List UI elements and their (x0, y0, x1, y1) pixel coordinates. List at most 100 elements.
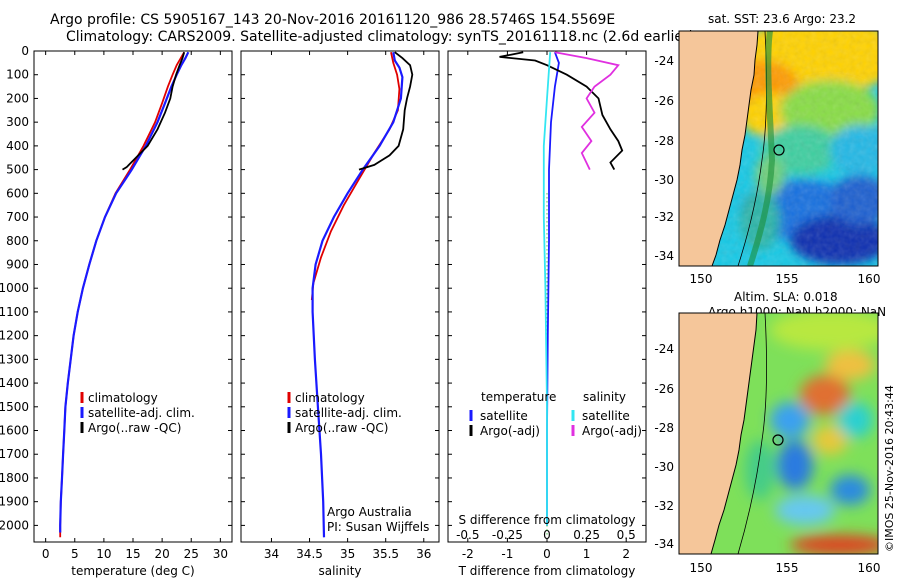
depth-tick-label: 600 (6, 186, 29, 200)
sla-xtick: 155 (776, 561, 799, 575)
depth-tick-label: 900 (6, 257, 29, 271)
salinity-xtick-label: 36 (416, 547, 431, 561)
coastline-land (679, 31, 758, 266)
depth-tick-label: 1900 (0, 495, 29, 509)
t-difference-axis-label: T difference from climatology (458, 564, 636, 578)
salinity-panel (240, 50, 440, 543)
sst-ytick: -28 (654, 134, 674, 148)
temperature-xtick-label: 10 (96, 547, 111, 561)
sst-ytick: -30 (654, 173, 674, 187)
depth-tick-label: 1600 (0, 424, 29, 438)
sla-ytick: -28 (654, 421, 674, 435)
salinity-legend-label: climatology (295, 391, 365, 405)
salinity-xtick-label: 35.5 (372, 547, 399, 561)
difference-legend-title: temperature (481, 390, 556, 404)
depth-tick-label: 200 (6, 91, 29, 105)
depth-tick-label: 1700 (0, 447, 29, 461)
sla-xtick: 160 (858, 561, 881, 575)
difference-xtick-label: 1 (583, 547, 591, 561)
difference-series-line (554, 51, 620, 170)
sla-ytick: -24 (654, 342, 674, 356)
temperature-legend-label: satellite-adj. clim. (88, 406, 195, 420)
depth-tick-label: 1800 (0, 471, 29, 485)
sst-argo-location-marker (773, 144, 785, 156)
difference-series-line (542, 52, 552, 526)
depth-tick-label: 300 (6, 115, 29, 129)
depth-tick-label: 1200 (0, 329, 29, 343)
difference-series-line (499, 51, 624, 171)
s-difference-tick-label: 0.25 (573, 528, 600, 542)
difference-legend-label: Argo(-adj) (582, 424, 642, 438)
temperature-panel (33, 50, 233, 543)
depth-tick-label: 1100 (0, 305, 29, 319)
salinity-series-line (311, 52, 404, 538)
sla-ytick: -30 (654, 460, 674, 474)
salinity-xtick-label: 34.5 (296, 547, 323, 561)
sst-ytick: -34 (654, 249, 674, 263)
difference-xtick-label: 0 (543, 547, 551, 561)
s-difference-tick-label: -0.25 (492, 528, 523, 542)
difference-legend-label: satellite (582, 409, 630, 423)
depth-tick-label: 0 (21, 44, 29, 58)
temperature-axis-label: temperature (deg C) (71, 564, 194, 578)
temperature-xtick-label: 30 (213, 547, 228, 561)
temperature-xtick-label: 15 (125, 547, 140, 561)
salinity-legend-label: Argo(..raw -QC) (295, 421, 388, 435)
salinity-axis-label: salinity (318, 564, 361, 578)
salinity-legend-label: satellite-adj. clim. (295, 406, 402, 420)
s-difference-tick-label: 0.5 (617, 528, 636, 542)
depth-tick-label: 1300 (0, 352, 29, 366)
temperature-series-line (122, 51, 186, 171)
s-difference-tick-label: -0.5 (456, 528, 479, 542)
depth-tick-label: 2000 (0, 518, 29, 532)
salinity-series-line (358, 51, 414, 171)
sla-argo-location-marker (772, 434, 784, 446)
sst-map-title: sat. SST: 23.6 Argo: 23.2 (708, 12, 857, 26)
depth-tick-label: 500 (6, 163, 29, 177)
sst-ytick: -26 (654, 94, 674, 108)
depth-tick-label: 100 (6, 68, 29, 82)
sla-ytick: -34 (654, 537, 674, 551)
pi-note: PI: Susan Wijffels (327, 520, 429, 534)
temperature-legend-label: Argo(..raw -QC) (88, 421, 181, 435)
sla-map-title: Altim. SLA: 0.018 (734, 290, 838, 304)
sst-xtick: 150 (690, 272, 713, 286)
argo-australia-note: Argo Australia (327, 505, 412, 519)
s-difference-axis-label: S difference from climatology (459, 513, 636, 527)
difference-curves (499, 51, 624, 526)
sla-ytick: -32 (654, 499, 674, 513)
temperature-xtick-label: 0 (42, 547, 50, 561)
climatology-title: Climatology: CARS2009. Satellite-adjuste… (66, 29, 695, 45)
sst-ytick: -24 (654, 54, 674, 68)
sla-map (679, 313, 878, 554)
temperature-legend-label: climatology (88, 391, 158, 405)
depth-tick-label: 1000 (0, 281, 29, 295)
sst-map-axes: -24 -26 -28 -30 -32 -34 150 155 160 (654, 54, 880, 286)
temperature-xtick-label: 20 (154, 547, 169, 561)
salinity-xtick-label: 35 (340, 547, 355, 561)
sla-xtick: 150 (690, 561, 713, 575)
difference-legend-title: salinity (583, 390, 626, 404)
difference-xtick-label: -1 (501, 547, 513, 561)
sla-ytick: -26 (654, 382, 674, 396)
temperature-series-line (59, 51, 190, 533)
difference-xtick-label: -2 (462, 547, 474, 561)
temperature-xtick-label: 25 (184, 547, 199, 561)
sst-ytick: -32 (654, 210, 674, 224)
depth-tick-label: 400 (6, 139, 29, 153)
sst-xtick: 155 (776, 272, 799, 286)
sst-xtick: 160 (858, 272, 881, 286)
salinity-xtick-label: 34 (264, 547, 279, 561)
profile-title: Argo profile: CS 5905167_143 20-Nov-2016… (50, 12, 616, 28)
sla-map-axes: -24 -26 -28 -30 -32 -34 150 155 160 (654, 342, 880, 575)
sst-map (679, 31, 878, 266)
imos-credit: ©IMOS 25-Nov-2016 20:43:44 (883, 385, 896, 552)
temperature-curves (59, 51, 190, 538)
difference-legend-label: Argo(-adj) (480, 424, 540, 438)
depth-tick-label: 700 (6, 210, 29, 224)
s-difference-tick-label: 0 (543, 528, 551, 542)
salinity-curves (310, 51, 414, 538)
difference-xtick-label: 2 (622, 547, 630, 561)
depth-tick-label: 800 (6, 234, 29, 248)
